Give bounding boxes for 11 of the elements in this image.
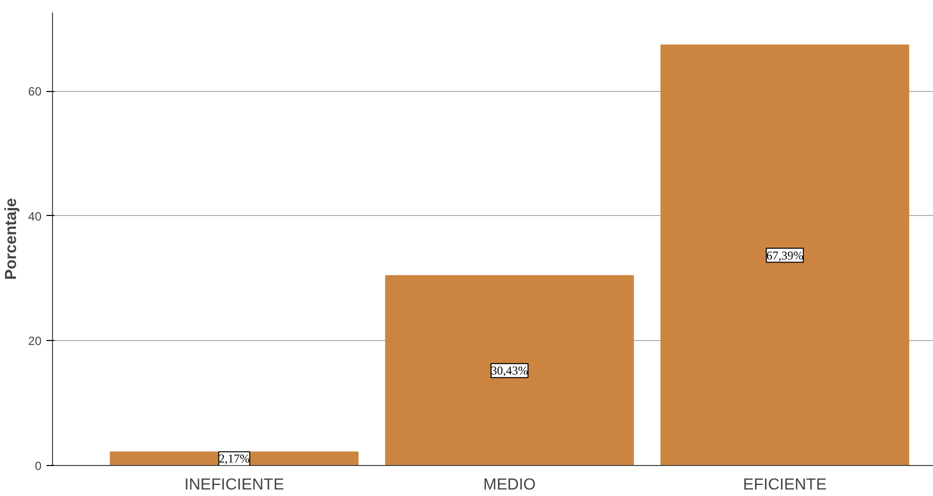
x-tick-label: EFICIENTE: [743, 476, 827, 494]
y-tick-label: 60: [28, 84, 42, 99]
y-axis-title: Porcentaje: [3, 198, 20, 280]
y-tick-label: 40: [28, 209, 42, 224]
x-tick-label: MEDIO: [483, 476, 536, 494]
y-tick-label: 0: [34, 459, 42, 473]
bar: [660, 44, 910, 466]
y-tick-label: 20: [28, 334, 42, 348]
bar: [385, 275, 634, 466]
data-label: 30,43%: [491, 364, 528, 378]
x-tick-label: INEFICIENTE: [184, 476, 284, 494]
